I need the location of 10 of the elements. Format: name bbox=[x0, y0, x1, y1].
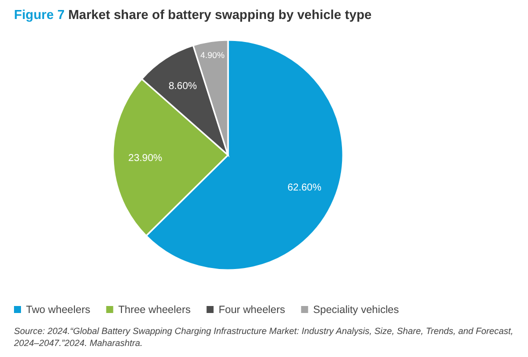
legend-label: Speciality vehicles bbox=[313, 304, 399, 316]
legend-label: Three wheelers bbox=[118, 304, 191, 316]
data-label: 8.60% bbox=[168, 81, 198, 92]
legend-label: Two wheelers bbox=[26, 304, 90, 316]
legend-label: Four wheelers bbox=[218, 304, 286, 316]
source-note: Source: 2024.“Global Battery Swapping Charging Infrastructure Market: Industry Analysis, Size, Share, Trends, and Forecast, 2024–2047.”2024. Maharashtra. bbox=[13, 326, 514, 348]
data-label: 4.90% bbox=[200, 50, 225, 60]
data-label: 23.90% bbox=[128, 152, 162, 164]
data-label: 62.60% bbox=[287, 182, 322, 194]
chart-title: Figure 7 Market share of battery swapping by vehicle type bbox=[14, 7, 372, 22]
